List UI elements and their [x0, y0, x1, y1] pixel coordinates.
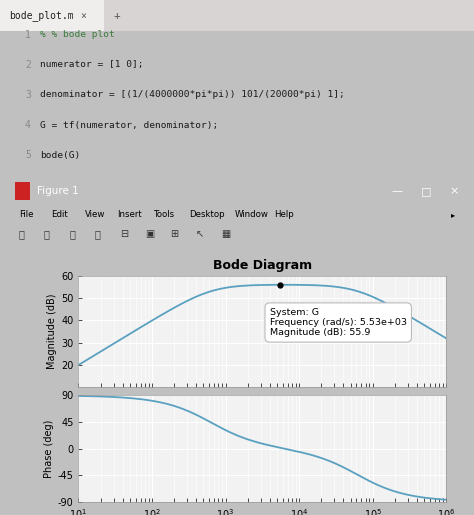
Text: ▸: ▸ [451, 210, 456, 219]
Text: Window: Window [235, 210, 269, 219]
Text: File: File [18, 210, 33, 219]
Text: ×: × [81, 10, 86, 21]
Text: 1: 1 [25, 29, 31, 40]
Text: ×: × [449, 186, 459, 196]
Text: denominator = [(1/(4000000*pi*pi)) 101/(20000*pi) 1];: denominator = [(1/(4000000*pi*pi)) 101/(… [40, 91, 345, 99]
Text: Help: Help [274, 210, 293, 219]
Title: Bode Diagram: Bode Diagram [213, 259, 312, 271]
Text: Figure 1: Figure 1 [37, 186, 79, 196]
Y-axis label: Phase (deg): Phase (deg) [44, 419, 54, 478]
Text: bode(G): bode(G) [40, 151, 81, 160]
Text: Edit: Edit [51, 210, 68, 219]
Text: 💾: 💾 [69, 229, 75, 239]
Text: ⊞: ⊞ [170, 229, 179, 239]
Text: +: + [114, 10, 120, 21]
Text: 2: 2 [25, 60, 31, 70]
Text: —: — [391, 186, 402, 196]
Bar [0, 0, 474, 31]
Text: 🗋: 🗋 [18, 229, 25, 239]
Text: G = tf(numerator, denominator);: G = tf(numerator, denominator); [40, 121, 219, 130]
Bar [15, 182, 30, 200]
Text: bode_plot.m: bode_plot.m [9, 10, 74, 21]
Text: 5: 5 [25, 150, 31, 160]
Text: 📂: 📂 [44, 229, 50, 239]
Bar [0, 0, 104, 31]
Text: % % bode plot: % % bode plot [40, 30, 115, 39]
Text: 4: 4 [25, 120, 31, 130]
Text: numerator = [1 0];: numerator = [1 0]; [40, 60, 144, 69]
Text: 3: 3 [25, 90, 31, 100]
Y-axis label: Magnitude (dB): Magnitude (dB) [47, 294, 57, 369]
Text: View: View [85, 210, 106, 219]
Text: □: □ [421, 186, 431, 196]
Text: ⊟: ⊟ [120, 229, 128, 239]
Text: Insert: Insert [118, 210, 142, 219]
Text: ▦: ▦ [221, 229, 230, 239]
Text: System: G
Frequency (rad/s): 5.53e+03
Magnitude (dB): 55.9: System: G Frequency (rad/s): 5.53e+03 Ma… [270, 307, 407, 337]
Text: ▣: ▣ [145, 229, 155, 239]
Text: Desktop: Desktop [189, 210, 224, 219]
Text: 🖨: 🖨 [94, 229, 100, 239]
Text: Tools: Tools [155, 210, 175, 219]
Text: ↖: ↖ [196, 229, 204, 239]
